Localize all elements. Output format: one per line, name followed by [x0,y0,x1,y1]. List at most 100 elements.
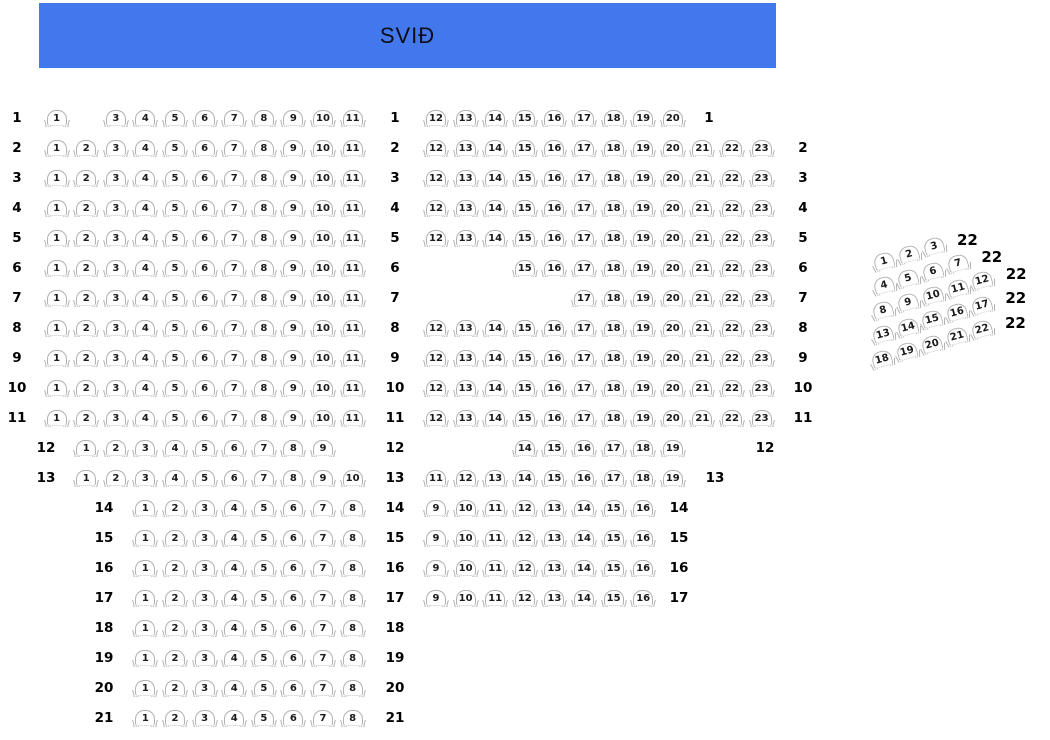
seat-row6-16[interactable]: 16 [544,260,565,276]
seat-row10-8[interactable]: 8 [253,380,274,396]
seat-row21-4[interactable]: 4 [224,710,245,726]
seat-row13-7[interactable]: 7 [253,470,274,486]
seat-row3-10[interactable]: 10 [313,170,333,186]
seat-row16-10[interactable]: 10 [455,560,476,576]
seat-row20-4[interactable]: 4 [224,680,245,696]
seat-row17-14[interactable]: 14 [574,590,594,606]
seat-row5-19[interactable]: 19 [633,230,654,246]
seat-row8-14[interactable]: 14 [485,320,506,336]
seat-row4-3[interactable]: 3 [105,200,126,216]
seat-row13-18[interactable]: 18 [633,470,654,486]
seat-row12-1[interactable]: 1 [76,440,97,456]
seat-row13-5[interactable]: 5 [194,470,215,486]
seat-row16-12[interactable]: 12 [514,560,535,576]
seat-row14-13[interactable]: 13 [544,500,565,516]
seat-row5-23[interactable]: 23 [751,230,772,246]
seat-row6-2[interactable]: 2 [76,260,97,276]
seat-row5-13[interactable]: 13 [455,230,476,246]
seat-row8-19[interactable]: 19 [633,320,654,336]
seat-row12-15[interactable]: 15 [544,440,565,456]
seat-row11-1[interactable]: 1 [46,410,67,426]
seat-row7-22[interactable]: 22 [722,290,742,306]
seat-row2-13[interactable]: 13 [455,140,476,156]
seat-row5-1[interactable]: 1 [46,230,67,246]
seat-row16-14[interactable]: 14 [574,560,594,576]
seat-row15-10[interactable]: 10 [455,530,476,546]
seat-row2-18[interactable]: 18 [603,140,624,156]
balcony-seat-11[interactable]: 11 [945,277,970,298]
seat-row21-2[interactable]: 2 [165,710,185,726]
seat-row2-7[interactable]: 7 [224,140,245,156]
seat-row6-4[interactable]: 4 [135,260,156,276]
seat-row13-3[interactable]: 3 [135,470,156,486]
seat-row10-19[interactable]: 19 [633,380,654,396]
seat-row3-22[interactable]: 22 [722,170,742,186]
seat-row11-23[interactable]: 23 [751,410,772,426]
seat-row9-7[interactable]: 7 [224,350,245,366]
seat-row8-15[interactable]: 15 [514,320,535,336]
balcony-seat-19[interactable]: 19 [895,340,919,362]
seat-row9-2[interactable]: 2 [76,350,97,366]
seat-row10-20[interactable]: 20 [662,380,683,396]
seat-row9-1[interactable]: 1 [46,350,67,366]
seat-row17-6[interactable]: 6 [283,590,304,606]
balcony-seat-8[interactable]: 8 [871,299,895,321]
seat-row9-9[interactable]: 9 [283,350,304,366]
seat-row18-1[interactable]: 1 [135,620,156,636]
seat-row7-2[interactable]: 2 [76,290,97,306]
seat-row16-11[interactable]: 11 [485,560,506,576]
seat-row9-22[interactable]: 22 [722,350,742,366]
seat-row8-18[interactable]: 18 [603,320,624,336]
seat-row14-6[interactable]: 6 [283,500,304,516]
seat-row4-19[interactable]: 19 [633,200,654,216]
seat-row7-17[interactable]: 17 [574,290,594,306]
seat-row2-12[interactable]: 12 [426,140,446,156]
seat-row20-1[interactable]: 1 [135,680,156,696]
seat-row2-17[interactable]: 17 [574,140,594,156]
seat-row3-19[interactable]: 19 [633,170,654,186]
seat-row21-5[interactable]: 5 [253,710,274,726]
seat-row9-11[interactable]: 11 [342,350,363,366]
seat-row5-3[interactable]: 3 [105,230,126,246]
seat-row11-10[interactable]: 10 [313,410,333,426]
seat-row1-16[interactable]: 16 [544,110,565,126]
seat-row9-23[interactable]: 23 [751,350,772,366]
seat-row5-10[interactable]: 10 [313,230,333,246]
seat-row11-3[interactable]: 3 [105,410,126,426]
seat-row2-19[interactable]: 19 [633,140,654,156]
seat-row8-4[interactable]: 4 [135,320,156,336]
seat-row1-17[interactable]: 17 [574,110,594,126]
seat-row17-9[interactable]: 9 [426,590,446,606]
seat-row5-5[interactable]: 5 [165,230,185,246]
seat-row1-10[interactable]: 10 [313,110,333,126]
seat-row3-21[interactable]: 21 [692,170,713,186]
seat-row2-4[interactable]: 4 [135,140,156,156]
seat-row21-6[interactable]: 6 [283,710,304,726]
seat-row18-8[interactable]: 8 [342,620,363,636]
seat-row7-3[interactable]: 3 [105,290,126,306]
seat-row16-6[interactable]: 6 [283,560,304,576]
seat-row8-16[interactable]: 16 [544,320,565,336]
balcony-seat-16[interactable]: 16 [945,301,969,323]
seat-row5-6[interactable]: 6 [194,230,215,246]
seat-row14-11[interactable]: 11 [485,500,506,516]
seat-row5-7[interactable]: 7 [224,230,245,246]
balcony-seat-4[interactable]: 4 [871,275,896,296]
seat-row3-23[interactable]: 23 [751,170,772,186]
seat-row10-10[interactable]: 10 [313,380,333,396]
seat-row2-6[interactable]: 6 [194,140,215,156]
seat-row3-2[interactable]: 2 [76,170,97,186]
seat-row16-13[interactable]: 13 [544,560,565,576]
seat-row1-1[interactable]: 1 [46,110,67,126]
seat-row15-8[interactable]: 8 [342,530,363,546]
seat-row10-17[interactable]: 17 [574,380,594,396]
seat-row4-17[interactable]: 17 [574,200,594,216]
seat-row14-14[interactable]: 14 [574,500,594,516]
balcony-seat-20[interactable]: 20 [920,333,944,355]
seat-row12-8[interactable]: 8 [283,440,304,456]
seat-row8-3[interactable]: 3 [105,320,126,336]
seat-row4-23[interactable]: 23 [751,200,772,216]
seat-row1-9[interactable]: 9 [283,110,304,126]
balcony-seat-6[interactable]: 6 [921,260,945,281]
seat-row4-11[interactable]: 11 [342,200,363,216]
